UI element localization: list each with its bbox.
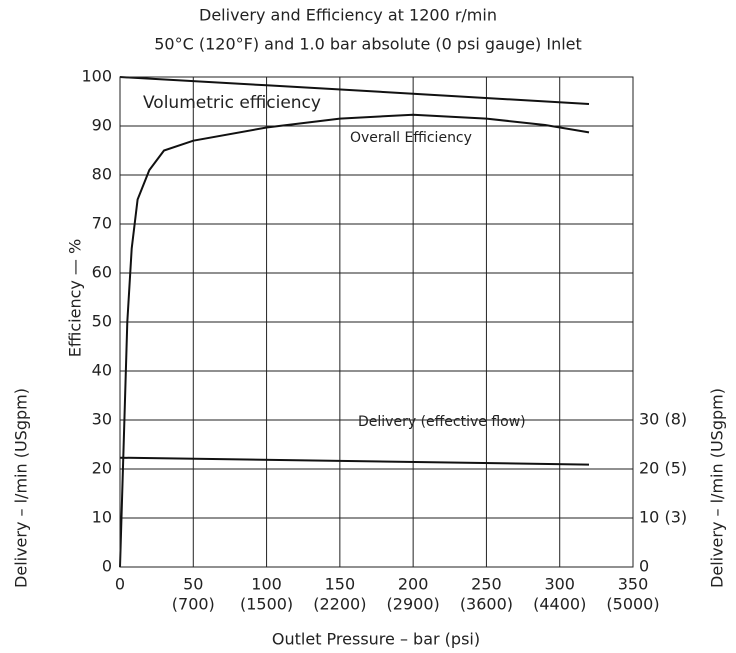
y-tick-label: 90 xyxy=(92,116,112,135)
y-tick-label: 30 xyxy=(92,410,112,429)
series-line xyxy=(119,113,590,568)
y2-axis-label: Delivery – l/min (USgpm) xyxy=(708,388,727,588)
chart-subtitle: 50°C (120°F) and 1.0 bar absolute (0 psi… xyxy=(154,35,582,54)
x-tick-label: 0 xyxy=(115,575,125,594)
y-tick-label: 20 xyxy=(92,459,112,478)
y-tick-label: 40 xyxy=(92,361,112,380)
x-tick-label: 150 xyxy=(325,575,356,594)
series-label: Overall Efficiency xyxy=(350,130,472,146)
y-tick-label: 70 xyxy=(92,214,112,233)
plot-frame xyxy=(119,76,634,568)
x-axis-label: Outlet Pressure – bar (psi) xyxy=(272,630,480,649)
x-tick-label: 250 xyxy=(471,575,502,594)
x-tick-sublabel: (5000) xyxy=(606,595,659,614)
y-tick-label: 50 xyxy=(92,312,112,331)
series-line xyxy=(119,456,590,466)
y2-tick-label: 10 (3) xyxy=(639,508,687,527)
y-tick-label: 0 xyxy=(102,557,112,576)
chart-title: Delivery and Efficiency at 1200 r/min xyxy=(199,6,497,25)
x-tick-label: 300 xyxy=(544,575,575,594)
y2-tick-label: 30 (8) xyxy=(639,410,687,429)
x-tick-sublabel: (2200) xyxy=(313,595,366,614)
x-tick-sublabel: (700) xyxy=(172,595,215,614)
y-tick-label: 100 xyxy=(81,67,112,86)
x-tick-sublabel: (1500) xyxy=(240,595,293,614)
x-tick-label: 100 xyxy=(251,575,282,594)
x-tick-sublabel: (2900) xyxy=(387,595,440,614)
y-tick-label: 80 xyxy=(92,165,112,184)
y-axis-label: Efficiency — % xyxy=(66,239,85,357)
x-tick-label: 350 xyxy=(618,575,649,594)
series-label: Delivery (effective flow) xyxy=(358,414,526,430)
x-tick-label: 200 xyxy=(398,575,429,594)
y-tick-label: 10 xyxy=(92,508,112,527)
x-tick-sublabel: (3600) xyxy=(460,595,513,614)
series-line xyxy=(119,76,590,105)
x-tick-label: 50 xyxy=(183,575,203,594)
series-label: Volumetric efficiency xyxy=(143,93,321,113)
y2-tick-label: 0 xyxy=(639,557,649,576)
y2-tick-label: 20 (5) xyxy=(639,459,687,478)
y-tick-label: 60 xyxy=(92,263,112,282)
left-axis-label: Delivery – l/min (USgpm) xyxy=(12,388,31,588)
x-tick-sublabel: (4400) xyxy=(533,595,586,614)
